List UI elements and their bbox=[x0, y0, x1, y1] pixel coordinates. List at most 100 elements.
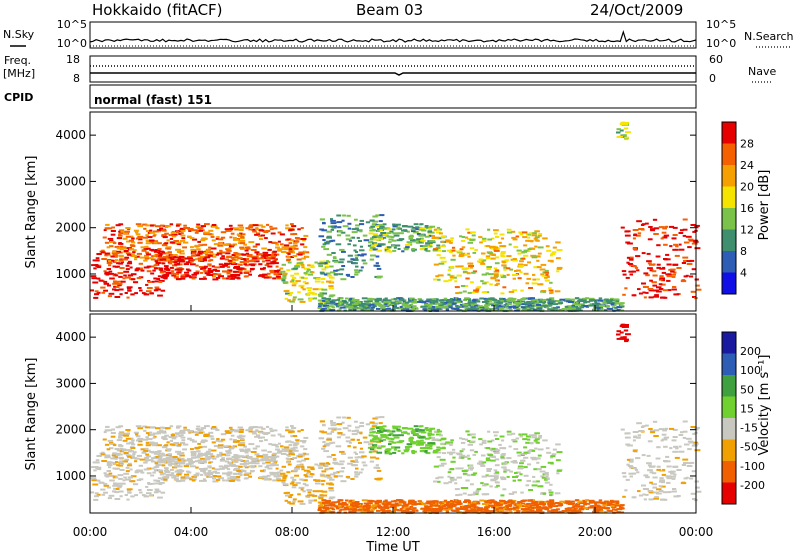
velocity-echo-cell bbox=[398, 440, 405, 443]
velocity-echo-cell bbox=[129, 450, 134, 453]
power-echo-cell bbox=[229, 262, 233, 265]
power-echo-cell bbox=[410, 228, 416, 231]
power-echo-cell bbox=[637, 288, 641, 291]
velocity-echo-cell bbox=[466, 505, 473, 508]
power-echo-cell bbox=[238, 269, 243, 272]
power-echo-cell bbox=[497, 300, 501, 303]
velocity-echo-cell bbox=[455, 503, 461, 506]
velocity-echo-cell bbox=[397, 434, 404, 437]
power-echo-cell bbox=[179, 227, 186, 230]
velocity-echo-cell bbox=[280, 479, 286, 482]
velocity-echo-cell bbox=[582, 499, 588, 502]
velocity-echo-cell bbox=[180, 436, 186, 439]
power-echo-cell bbox=[113, 285, 118, 288]
velocity-echo-cell bbox=[545, 508, 549, 511]
velocity-echo-cell bbox=[190, 448, 194, 451]
power-echo-cell bbox=[495, 269, 500, 272]
power-echo-cell bbox=[120, 261, 124, 264]
power-echo-cell bbox=[326, 260, 330, 263]
velocity-echo-cell bbox=[440, 501, 445, 504]
power-echo-cell bbox=[187, 235, 192, 238]
power-echo-cell bbox=[500, 274, 505, 277]
velocity-echo-cell bbox=[531, 500, 536, 503]
power-echo-cell bbox=[319, 218, 325, 221]
power-echo-cell bbox=[181, 237, 186, 240]
velocity-echo-cell bbox=[174, 465, 180, 468]
power-echo-cell bbox=[386, 301, 391, 303]
power-echo-cell bbox=[198, 266, 204, 268]
power-echo-cell bbox=[418, 234, 424, 237]
cpid-label: CPID bbox=[4, 91, 33, 104]
power-echo-cell bbox=[375, 255, 380, 258]
power-echo-cell bbox=[307, 289, 312, 292]
velocity-echo-cell bbox=[373, 436, 379, 439]
velocity-echo-cell bbox=[556, 469, 562, 472]
power-echo-cell bbox=[275, 275, 281, 278]
power-echo-cell bbox=[548, 303, 552, 306]
velocity-echo-cell bbox=[214, 468, 220, 471]
power-echo-cell bbox=[497, 305, 503, 308]
power-echo-cell bbox=[490, 277, 497, 280]
power-echo-cell bbox=[342, 225, 349, 228]
power-echo-cell bbox=[479, 241, 483, 244]
power-echo-cell bbox=[452, 298, 457, 301]
power-echo-cell bbox=[196, 248, 200, 251]
power-echo-cell bbox=[467, 307, 474, 310]
power-echo-cell bbox=[92, 259, 99, 262]
power-echo-cell bbox=[682, 234, 687, 237]
velocity-echo-cell bbox=[244, 466, 249, 469]
power-echo-cell bbox=[243, 259, 247, 262]
power-echo-cell bbox=[535, 255, 540, 258]
velocity-echo-cell bbox=[207, 472, 214, 474]
velocity-echo-cell bbox=[286, 471, 291, 474]
power-echo-cell bbox=[132, 255, 137, 257]
power-echo-cell bbox=[660, 296, 666, 299]
power-echo-cell bbox=[694, 224, 700, 227]
velocity-echo-cell bbox=[526, 508, 532, 511]
velocity-echo-cell bbox=[102, 438, 107, 441]
velocity-echo-cell bbox=[465, 438, 469, 441]
power-echo-cell bbox=[284, 297, 289, 300]
power-echo-cell bbox=[446, 299, 450, 302]
velocity-echo-cell bbox=[530, 449, 536, 452]
velocity-echo-cell bbox=[353, 451, 357, 454]
velocity-echo-cell bbox=[252, 457, 259, 460]
power-echo-cell bbox=[558, 302, 564, 305]
power-echo-cell bbox=[283, 290, 289, 293]
power-echo-cell bbox=[506, 305, 513, 308]
velocity-echo-cell bbox=[430, 443, 436, 446]
velocity-echo-cell bbox=[289, 502, 295, 505]
power-echo-cell bbox=[494, 279, 499, 282]
power-echo-cell bbox=[477, 307, 483, 310]
velocity-echo-cell bbox=[567, 507, 572, 510]
velocity-echo-cell bbox=[91, 466, 97, 469]
power-echo-cell bbox=[358, 240, 362, 242]
velocity-echo-cell bbox=[376, 504, 381, 507]
velocity-echo-cell bbox=[179, 454, 185, 457]
velocity-echo-cell bbox=[290, 425, 294, 428]
power-echo-cell bbox=[675, 248, 679, 251]
velocity-echo-cell bbox=[449, 443, 453, 446]
power-echo-cell bbox=[114, 255, 118, 258]
power-echo-cell bbox=[288, 228, 295, 231]
velocity-echo-cell bbox=[145, 441, 150, 444]
velocity-echo-cell bbox=[152, 432, 159, 435]
power-echo-cell bbox=[543, 304, 548, 307]
velocity-echo-cell bbox=[303, 436, 309, 439]
power-echo-cell bbox=[319, 300, 326, 303]
velocity-echo-cell bbox=[317, 507, 322, 510]
velocity-echo-cell bbox=[507, 433, 513, 436]
power-echo-cell bbox=[481, 237, 487, 240]
velocity-echo-cell bbox=[442, 500, 448, 503]
power-echo-cell bbox=[584, 300, 591, 303]
power-echo-cell bbox=[315, 277, 321, 280]
velocity-echo-cell bbox=[303, 453, 310, 456]
power-echo-cell bbox=[321, 288, 328, 291]
power-echo-cell bbox=[518, 264, 525, 267]
velocity-echo-cell bbox=[452, 500, 457, 503]
power-echo-cell bbox=[454, 286, 460, 289]
power-echo-cell bbox=[653, 295, 660, 298]
power-echo-cell bbox=[663, 234, 670, 237]
power-echo-cell bbox=[146, 236, 153, 239]
power-echo-cell bbox=[317, 293, 324, 296]
